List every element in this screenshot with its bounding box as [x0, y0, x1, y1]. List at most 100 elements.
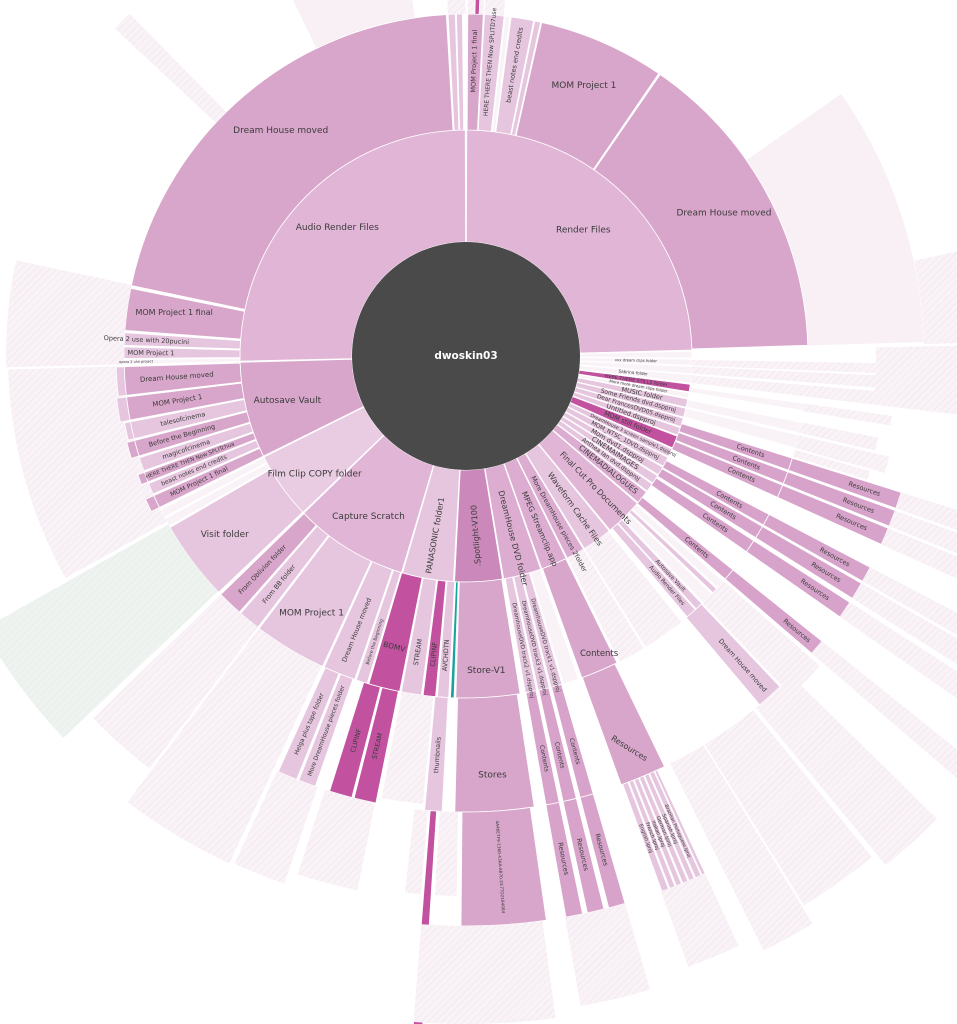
arc-stripe[interactable]: [404, 809, 428, 895]
arc-from-bb-folder[interactable]: [240, 525, 329, 628]
arc-stripe[interactable]: [799, 422, 878, 451]
arc-resources-c[interactable]: [776, 484, 889, 545]
arc-stripe[interactable]: [913, 240, 957, 345]
arc-stripe[interactable]: [584, 531, 682, 647]
arc-resources-f[interactable]: [745, 540, 851, 618]
arc-resources-d[interactable]: [762, 513, 871, 582]
arc-stripe[interactable]: [434, 811, 459, 896]
arc-sliver[interactable]: [491, 15, 511, 133]
arc-resources-g[interactable]: [724, 569, 823, 654]
arc-stripe[interactable]: [114, 13, 227, 123]
arc-stripe[interactable]: [381, 691, 434, 804]
arc-stripe[interactable]: [803, 403, 892, 426]
arc-stripe[interactable]: [852, 583, 957, 681]
arc-mom-project-1-final-w[interactable]: [124, 287, 245, 340]
arc-stripe[interactable]: [873, 345, 957, 417]
label-mom-project-1-top: MOM Project 1: [551, 81, 616, 91]
arc-stripe[interactable]: [564, 903, 651, 1006]
arc-mom-project-1-w[interactable]: [123, 346, 241, 359]
arc-opera-2-use-with-20pucini[interactable]: [123, 332, 241, 350]
arc-stripe[interactable]: [127, 628, 322, 864]
arc-stripe[interactable]: [889, 510, 957, 581]
arc-stripe[interactable]: [691, 359, 876, 374]
arc-sliver[interactable]: [683, 407, 800, 449]
arc-stripe[interactable]: [93, 594, 258, 769]
label-autosave-vault: Autosave Vault: [254, 396, 322, 406]
arc-stripe[interactable]: [756, 675, 937, 866]
center-circle[interactable]: [352, 242, 580, 470]
arc-stripe[interactable]: [443, 0, 466, 15]
arc-arc[interactable]: [115, 366, 127, 397]
arc-teal-sliver[interactable]: [450, 581, 459, 699]
arc-more-dreamhouse-pieces-folder[interactable]: [298, 673, 354, 787]
arc-sliver[interactable]: [654, 769, 706, 876]
arc-stripe[interactable]: [297, 789, 376, 891]
arc-resources-track1[interactable]: [579, 793, 626, 909]
arc-stripe[interactable]: [691, 366, 876, 388]
arc-stripe[interactable]: [811, 641, 957, 779]
arc-sliver[interactable]: [164, 462, 271, 527]
arc-arc[interactable]: [116, 396, 131, 423]
arc-stripe[interactable]: [895, 492, 957, 553]
arc-stripe[interactable]: [660, 873, 739, 967]
label-contents-mpeg: Contents: [580, 649, 619, 659]
arc-mom-project-1-ll[interactable]: [258, 535, 372, 667]
arc-stripe[interactable]: [704, 710, 872, 906]
arc-resources-track2[interactable]: [545, 801, 584, 918]
arc-stripe[interactable]: [413, 920, 556, 1024]
arc-stripe[interactable]: [484, 0, 509, 17]
arc-sliver[interactable]: [631, 504, 724, 589]
arc-mag-arc[interactable]: [474, 0, 481, 15]
arc-mom-project-1-final[interactable]: [466, 13, 484, 131]
arc-clipinf-r2[interactable]: [422, 579, 447, 698]
label-film-clip-copy-folder: Film Clip COPY folder: [268, 470, 362, 480]
arc-sliver[interactable]: [447, 13, 460, 131]
arc-beast-notes-end-credits[interactable]: [495, 16, 535, 135]
arc-stripe[interactable]: [792, 449, 870, 480]
arc-stripe[interactable]: [881, 528, 957, 610]
arc-sliver[interactable]: [530, 568, 579, 685]
arc-resources-a[interactable]: [787, 457, 902, 509]
label-visit-folder: Visit folder: [201, 530, 249, 540]
arc-fan-tl[interactable]: [274, 0, 416, 50]
arc-stripe[interactable]: [234, 770, 318, 884]
label-stores: Stores: [478, 771, 507, 781]
arc-stripe[interactable]: [6, 260, 132, 368]
arc-arc[interactable]: [126, 439, 140, 459]
arc-stream-r3[interactable]: [353, 687, 399, 804]
arc-stripe[interactable]: [702, 581, 820, 696]
arc-more-more-dream-clips-folder[interactable]: [577, 374, 690, 399]
arc-clipinf-r3[interactable]: [329, 681, 381, 798]
arc-helga-plus-tape-folder[interactable]: [277, 667, 340, 780]
label-opera-2-use-project: opera 2 use project: [119, 359, 154, 364]
arc-resources-e[interactable]: [755, 525, 862, 599]
arc-stream-r2[interactable]: [400, 577, 437, 696]
arc-store-uuid[interactable]: [460, 806, 547, 927]
arc-dream-house-moved-fcp[interactable]: [685, 603, 781, 706]
arc-arc[interactable]: [137, 471, 149, 485]
arc-mom-project-1-top[interactable]: [515, 22, 660, 170]
arc-stores[interactable]: [454, 693, 535, 813]
arc-stripe[interactable]: [670, 745, 813, 951]
arc-stripe[interactable]: [839, 602, 957, 713]
arc-arc[interactable]: [124, 421, 135, 441]
arc-resources-b[interactable]: [782, 471, 896, 527]
arc-dream-house-moved-tl[interactable]: [130, 14, 454, 310]
arc-resources-track3[interactable]: [562, 797, 605, 914]
arc-sliver[interactable]: [622, 512, 713, 603]
arc-stripe[interactable]: [862, 567, 957, 652]
arc-stripe[interactable]: [567, 549, 644, 662]
arc-stripe[interactable]: [795, 435, 890, 473]
arc-opera-2-use-project[interactable]: [123, 357, 241, 365]
arc-arc[interactable]: [145, 495, 160, 513]
arc-sliver[interactable]: [510, 20, 542, 136]
arc-sliver[interactable]: [685, 399, 802, 434]
arc-visit-folder[interactable]: [169, 468, 304, 593]
arc-from-oblivion-folder[interactable]: [220, 512, 317, 613]
arc-mint-fan[interactable]: [0, 524, 218, 739]
arc-stripe[interactable]: [690, 375, 875, 405]
arc-resources-mpeg[interactable]: [581, 663, 666, 786]
arc-here-there-then-now[interactable]: [477, 14, 505, 132]
arc-magicofcinema[interactable]: [138, 422, 254, 472]
